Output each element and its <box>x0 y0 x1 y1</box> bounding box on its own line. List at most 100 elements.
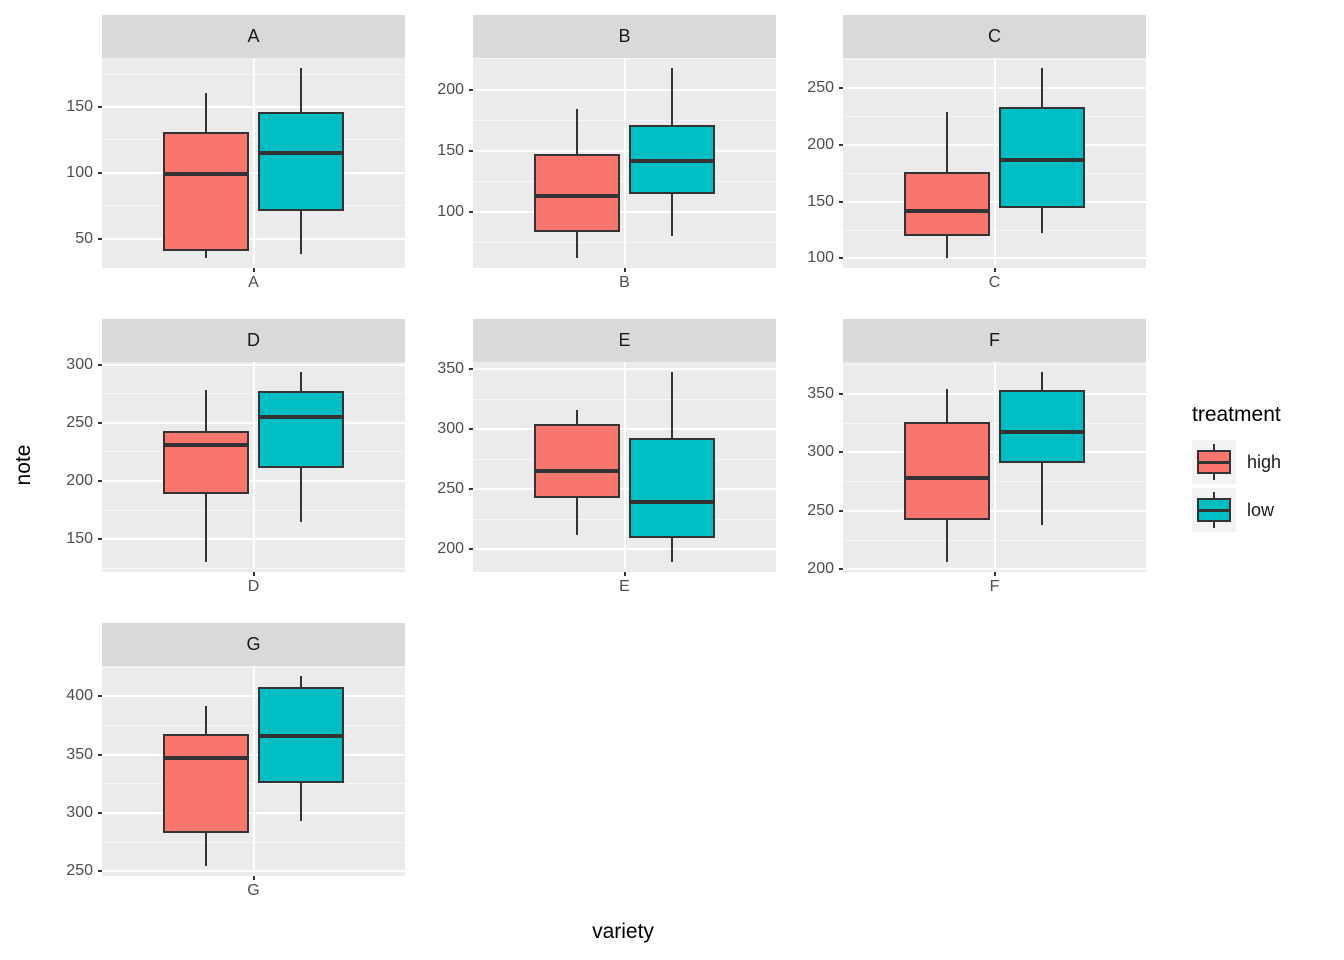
y-tick-label: 250 <box>66 862 93 880</box>
y-tick-label: 100 <box>66 163 93 181</box>
box-high <box>903 172 990 236</box>
legend: treatment high low <box>1192 403 1281 536</box>
y-tick-mark <box>98 106 102 109</box>
y-tick-mark <box>98 753 102 756</box>
boxplot-glyph-median-icon <box>1199 508 1229 512</box>
x-tick-label: C <box>988 274 1001 291</box>
y-tick-label: 150 <box>66 98 93 116</box>
facet-panel <box>102 58 405 268</box>
y-tick-label: 300 <box>66 355 93 373</box>
x-tick-label: E <box>619 578 630 595</box>
median-high <box>162 172 249 177</box>
y-tick-label: 250 <box>807 501 834 519</box>
boxplot-glyph-median-icon <box>1199 460 1229 464</box>
y-tick-mark <box>469 428 473 431</box>
y-tick-mark <box>98 811 102 814</box>
x-tick-label: A <box>248 274 259 291</box>
y-tick-mark <box>98 479 102 482</box>
facet-strip: E <box>473 319 776 362</box>
y-tick-mark <box>839 392 843 395</box>
y-tick-mark <box>839 200 843 203</box>
median-low <box>629 500 716 505</box>
y-tick-label: 250 <box>437 480 464 498</box>
y-tick-mark <box>98 237 102 240</box>
x-tick-mark <box>993 572 996 576</box>
x-tick-mark <box>252 876 255 880</box>
y-tick-mark <box>98 870 102 873</box>
y-tick-mark <box>98 363 102 366</box>
y-axis-title: note <box>12 444 35 486</box>
x-tick-label: D <box>247 578 260 595</box>
y-tick-label: 100 <box>437 202 464 220</box>
y-tick-label: 250 <box>66 413 93 431</box>
facet-panel <box>102 666 405 876</box>
box-low <box>258 112 345 212</box>
x-tick-label: F <box>989 578 1000 595</box>
y-tick-mark <box>469 548 473 551</box>
facet-panel <box>102 362 405 572</box>
x-axis-title: variety <box>592 920 654 943</box>
gridline-x-major <box>252 58 255 268</box>
facet-strip: F <box>843 319 1146 362</box>
y-tick-label: 250 <box>807 79 834 96</box>
facet-panel <box>843 58 1146 268</box>
box-high <box>903 421 990 521</box>
gridline-x-major <box>252 362 255 572</box>
gridline-x-major <box>252 666 255 876</box>
y-tick-mark <box>839 143 843 146</box>
x-tick-label: G <box>247 882 260 899</box>
facet-panel <box>473 362 776 572</box>
median-high <box>162 756 249 761</box>
box-high <box>533 424 620 498</box>
legend-key-high <box>1192 440 1236 484</box>
x-tick-mark <box>993 268 996 272</box>
gridline-x-major <box>993 362 996 572</box>
facet-panel <box>843 362 1146 572</box>
median-low <box>999 157 1086 162</box>
box-low <box>999 390 1086 463</box>
x-tick-label: B <box>619 274 630 291</box>
boxplot-glyph-box-icon <box>1197 450 1231 474</box>
legend-label-low: low <box>1247 499 1275 520</box>
box-high <box>162 430 249 494</box>
facet-strip: G <box>102 623 405 666</box>
y-tick-mark <box>839 568 843 571</box>
facet-panel <box>473 58 776 268</box>
facet-strip: C <box>843 15 1146 58</box>
median-high <box>533 469 620 474</box>
legend-label-high: high <box>1247 451 1282 472</box>
box-high <box>162 733 249 833</box>
x-tick-mark <box>623 572 626 576</box>
box-low <box>629 437 716 539</box>
y-tick-label: 300 <box>66 803 93 821</box>
y-tick-mark <box>98 695 102 698</box>
gridline-x-major <box>623 58 626 268</box>
y-tick-mark <box>469 368 473 371</box>
box-high <box>162 132 249 251</box>
median-low <box>999 430 1086 435</box>
y-tick-label: 150 <box>437 141 464 159</box>
x-tick-mark <box>623 268 626 272</box>
y-tick-label: 150 <box>807 192 834 210</box>
y-tick-label: 300 <box>437 420 464 438</box>
median-low <box>629 158 716 163</box>
box-low <box>258 391 345 469</box>
y-tick-label: 200 <box>807 135 834 153</box>
y-tick-label: 200 <box>66 471 93 489</box>
y-tick-label: 400 <box>66 687 93 705</box>
y-tick-mark <box>469 210 473 213</box>
y-tick-label: 200 <box>437 540 464 558</box>
legend-entry-low: low <box>1192 488 1281 532</box>
median-high <box>162 442 249 447</box>
x-tick-mark <box>252 572 255 576</box>
y-tick-label: 200 <box>807 560 834 578</box>
y-tick-label: 100 <box>807 249 834 267</box>
y-tick-mark <box>839 87 843 89</box>
median-high <box>533 194 620 199</box>
boxplot-glyph-box-icon <box>1197 498 1231 522</box>
box-high <box>533 154 620 232</box>
legend-title: treatment <box>1192 403 1281 426</box>
median-high <box>903 208 990 213</box>
y-tick-mark <box>839 509 843 512</box>
y-tick-mark <box>98 538 102 541</box>
